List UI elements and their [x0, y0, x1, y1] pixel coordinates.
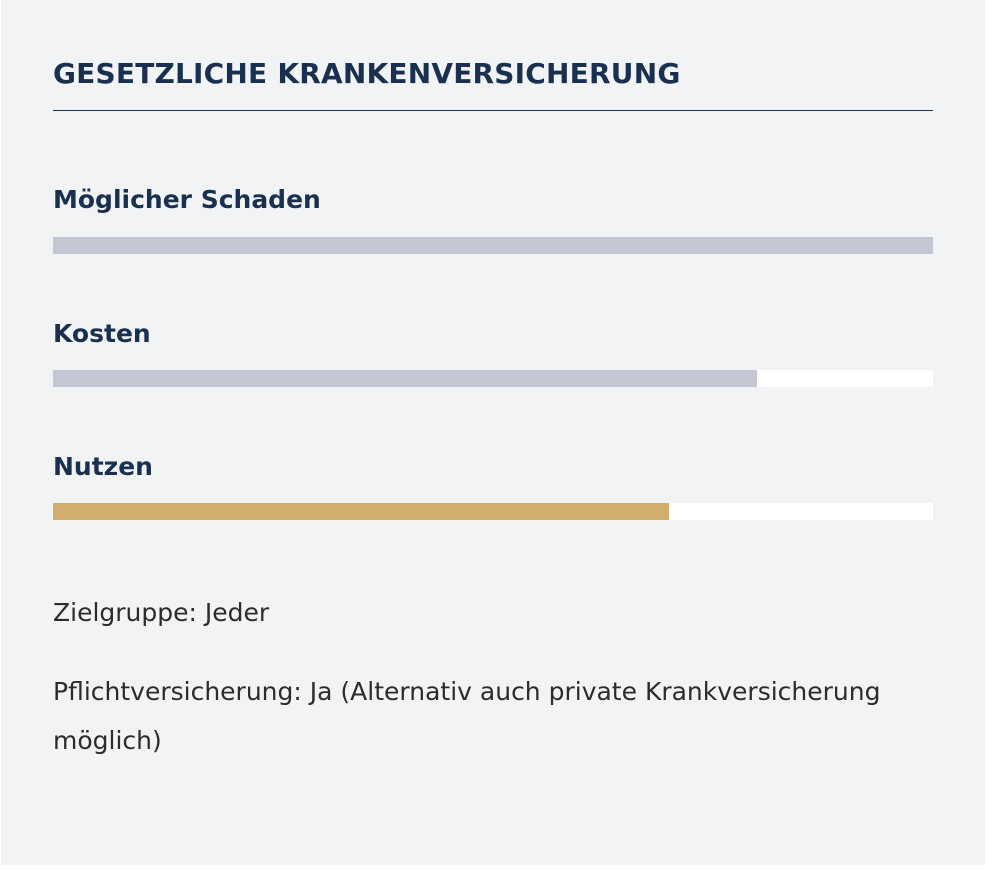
metric-bar-fill-schaden — [53, 237, 933, 254]
mandatory-insurance-text: Pflichtversicherung: Ja (Alternativ auch… — [53, 667, 923, 765]
mandatory-insurance-value: Ja (Alternativ auch private Krankversich… — [53, 677, 881, 755]
metric-label-nutzen: Nutzen — [53, 452, 153, 481]
metric-label-kosten: Kosten — [53, 319, 151, 348]
metric-label-schaden: Möglicher Schaden — [53, 185, 321, 214]
metric-bar-fill-kosten — [53, 370, 757, 387]
title-divider — [53, 110, 933, 111]
mandatory-insurance-key: Pflichtversicherung: — [53, 677, 302, 706]
metric-bar-kosten — [53, 370, 933, 387]
card-title: GESETZLICHE KRANKENVERSICHERUNG — [53, 57, 681, 90]
target-group-key: Zielgruppe: — [53, 598, 197, 627]
metric-bar-schaden — [53, 237, 933, 254]
metric-bar-nutzen — [53, 503, 933, 520]
target-group-value: Jeder — [204, 598, 270, 627]
metric-bar-fill-nutzen — [53, 503, 669, 520]
target-group-text: Zielgruppe: Jeder — [53, 588, 923, 637]
